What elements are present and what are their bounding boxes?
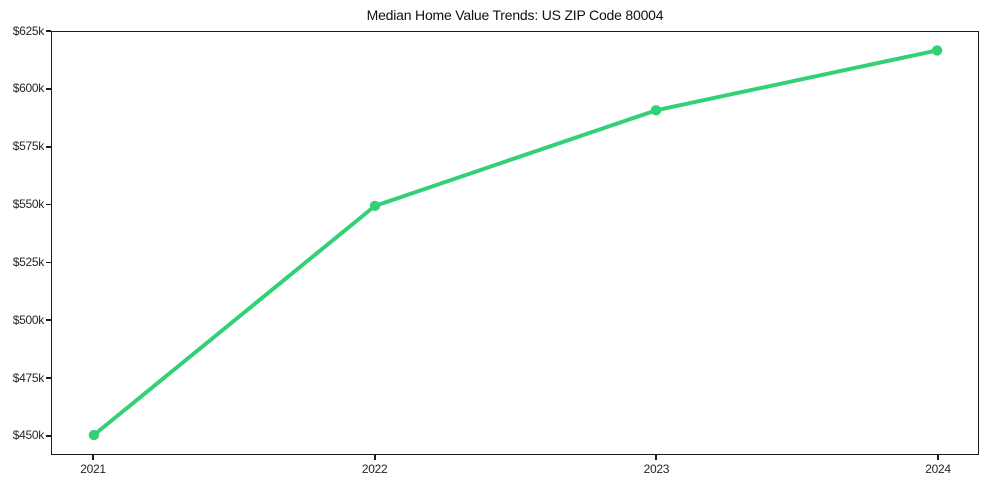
data-point-marker xyxy=(369,200,381,212)
y-tick-label: $450k xyxy=(12,428,45,443)
data-point-marker xyxy=(650,105,662,116)
data-point-marker xyxy=(931,45,943,56)
x-tick-label: 2023 xyxy=(643,462,670,476)
y-tick-mark xyxy=(46,145,51,148)
x-tick-mark xyxy=(655,455,658,460)
x-tick-mark xyxy=(92,455,94,460)
y-tick-label: $575k xyxy=(12,139,45,154)
y-tick-label: $625k xyxy=(12,23,45,38)
y-tick-mark xyxy=(46,261,51,264)
plot-area xyxy=(51,31,979,455)
y-tick-mark xyxy=(46,87,51,90)
y-tick-label: $500k xyxy=(12,312,45,327)
y-tick-label: $600k xyxy=(12,81,45,96)
x-tick-label: 2021 xyxy=(80,462,106,476)
trend-line xyxy=(91,48,940,437)
x-tick-label: 2022 xyxy=(361,462,388,476)
y-tick-mark xyxy=(46,203,51,206)
y-tick-mark xyxy=(46,319,51,322)
y-tick-label: $525k xyxy=(12,254,45,269)
y-tick-mark xyxy=(46,30,51,32)
x-tick-label: 2024 xyxy=(925,462,951,476)
y-tick-mark xyxy=(46,377,51,379)
x-tick-mark xyxy=(937,455,939,460)
y-tick-mark xyxy=(46,435,51,437)
chart-title: Median Home Value Trends: US ZIP Code 80… xyxy=(366,7,664,23)
y-tick-label: $475k xyxy=(12,370,45,385)
data-point-marker xyxy=(88,429,100,441)
x-tick-mark xyxy=(373,455,376,460)
y-tick-label: $550k xyxy=(12,197,45,212)
line-plot-svg xyxy=(88,45,943,441)
